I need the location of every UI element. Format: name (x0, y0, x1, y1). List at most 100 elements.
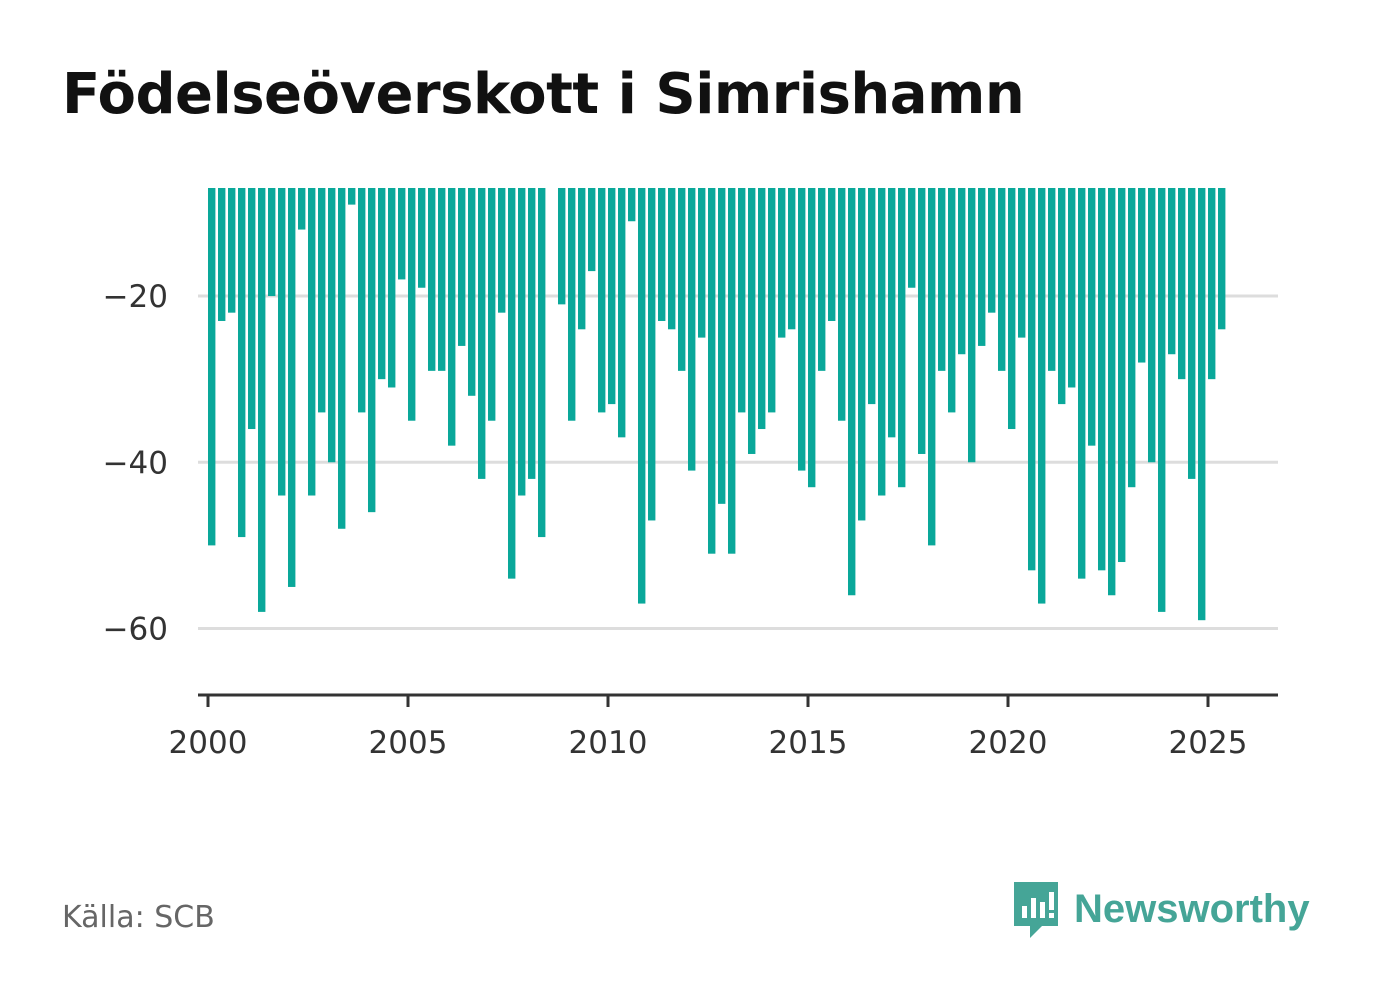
bar (878, 188, 886, 496)
bar (1118, 188, 1126, 563)
bar (328, 188, 336, 463)
bar (938, 188, 946, 371)
bar (1098, 188, 1106, 571)
bar (1018, 188, 1026, 338)
bar (298, 188, 306, 230)
bar (308, 188, 316, 496)
bar (1038, 188, 1046, 604)
bar (448, 188, 456, 446)
source-label: Källa: SCB (62, 900, 215, 935)
bar (968, 188, 976, 463)
bar (578, 188, 586, 330)
bar (1178, 188, 1186, 380)
bar (638, 188, 646, 604)
x-tick-label: 2020 (969, 725, 1048, 761)
bar (1198, 188, 1206, 621)
bar (658, 188, 666, 321)
bar (438, 188, 446, 371)
bar (1048, 188, 1056, 371)
bar (838, 188, 846, 421)
bar (1088, 188, 1096, 446)
bar (698, 188, 706, 338)
bar (338, 188, 346, 529)
newsworthy-logo-icon (1014, 882, 1058, 938)
bar (798, 188, 806, 471)
bar (958, 188, 966, 355)
bar (538, 188, 546, 538)
y-axis-labels: −20 −40 −60 (103, 279, 168, 647)
bar (1128, 188, 1136, 488)
bar (868, 188, 876, 405)
bar (1058, 188, 1066, 405)
bar (408, 188, 416, 421)
bar (918, 188, 926, 454)
bar (258, 188, 266, 612)
bar (218, 188, 226, 321)
bar (678, 188, 686, 371)
bar (508, 188, 516, 579)
bar (618, 188, 626, 438)
bar (488, 188, 496, 421)
bar (1138, 188, 1146, 363)
bar (858, 188, 866, 521)
bar (458, 188, 466, 346)
bar (758, 188, 766, 430)
bar (228, 188, 236, 313)
bar (718, 188, 726, 504)
bar (588, 188, 596, 272)
bar (358, 188, 366, 413)
bar (818, 188, 826, 371)
bar (428, 188, 436, 371)
chart-title: Födelseöverskott i Simrishamn (62, 62, 1025, 127)
bar (468, 188, 476, 396)
bar (568, 188, 576, 421)
bar (668, 188, 676, 330)
bar (888, 188, 896, 438)
bar (648, 188, 656, 521)
bar (238, 188, 246, 538)
bar (988, 188, 996, 313)
bar (1028, 188, 1036, 571)
bar (208, 188, 216, 546)
bar (418, 188, 426, 288)
bar (998, 188, 1006, 371)
bar (268, 188, 276, 297)
bar (748, 188, 756, 454)
bar (778, 188, 786, 338)
x-tick-label: 2000 (169, 725, 248, 761)
bar (1208, 188, 1216, 380)
bar (398, 188, 406, 280)
bar (318, 188, 326, 413)
y-tick-label: −20 (103, 279, 168, 315)
bar (898, 188, 906, 488)
bar (1008, 188, 1016, 430)
bar (368, 188, 376, 513)
bar (378, 188, 386, 380)
x-tick-label: 2010 (569, 725, 648, 761)
bar (1108, 188, 1116, 596)
bar (478, 188, 486, 479)
bar (948, 188, 956, 413)
bar (288, 188, 296, 587)
bar (808, 188, 816, 488)
bar (928, 188, 936, 546)
bar (1148, 188, 1156, 463)
bar (788, 188, 796, 330)
y-tick-label: −40 (103, 445, 168, 481)
bar (728, 188, 736, 554)
bar (598, 188, 606, 413)
bar (688, 188, 696, 471)
x-tick-label: 2005 (369, 725, 448, 761)
bar (1068, 188, 1076, 388)
bar (528, 188, 536, 479)
x-tick-label: 2025 (1169, 725, 1248, 761)
y-tick-label: −60 (103, 612, 168, 648)
bar-chart: 2000 2005 2010 2015 2020 2025 −20 −40 −60 (103, 188, 1278, 761)
brand-name: Newsworthy (1074, 886, 1310, 931)
bar (278, 188, 286, 496)
bar (518, 188, 526, 496)
bars (208, 188, 1226, 621)
bar (848, 188, 856, 596)
bar (1188, 188, 1196, 479)
bar (388, 188, 396, 388)
